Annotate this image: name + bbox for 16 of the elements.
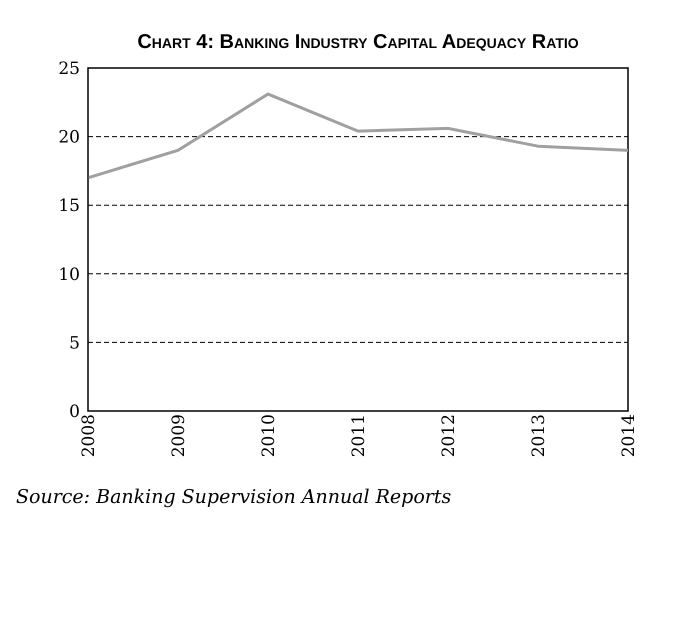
y-tick-label: 5 (69, 333, 80, 354)
y-tick-label: 25 (58, 59, 80, 80)
x-tick-label: 2012 (439, 414, 460, 458)
y-tick-label: 10 (58, 264, 80, 285)
x-tick-label: 2011 (349, 414, 370, 458)
x-tick-label: 2010 (259, 414, 280, 458)
x-tick-label: 2009 (169, 414, 190, 458)
source-note: Source: Banking Supervision Annual Reports (16, 486, 452, 508)
x-tick-label: 2008 (79, 414, 100, 458)
line-series (86, 92, 630, 180)
x-tick-label: 2013 (529, 414, 550, 458)
y-tick-label: 20 (58, 128, 80, 148)
x-tick-label: 2014 (619, 414, 640, 458)
y-tick-label: 0 (69, 402, 80, 422)
y-tick-label: 15 (58, 196, 80, 216)
chart-title: Chart 4: Banking Industry Capital Adequacy Ratio (136, 30, 580, 55)
